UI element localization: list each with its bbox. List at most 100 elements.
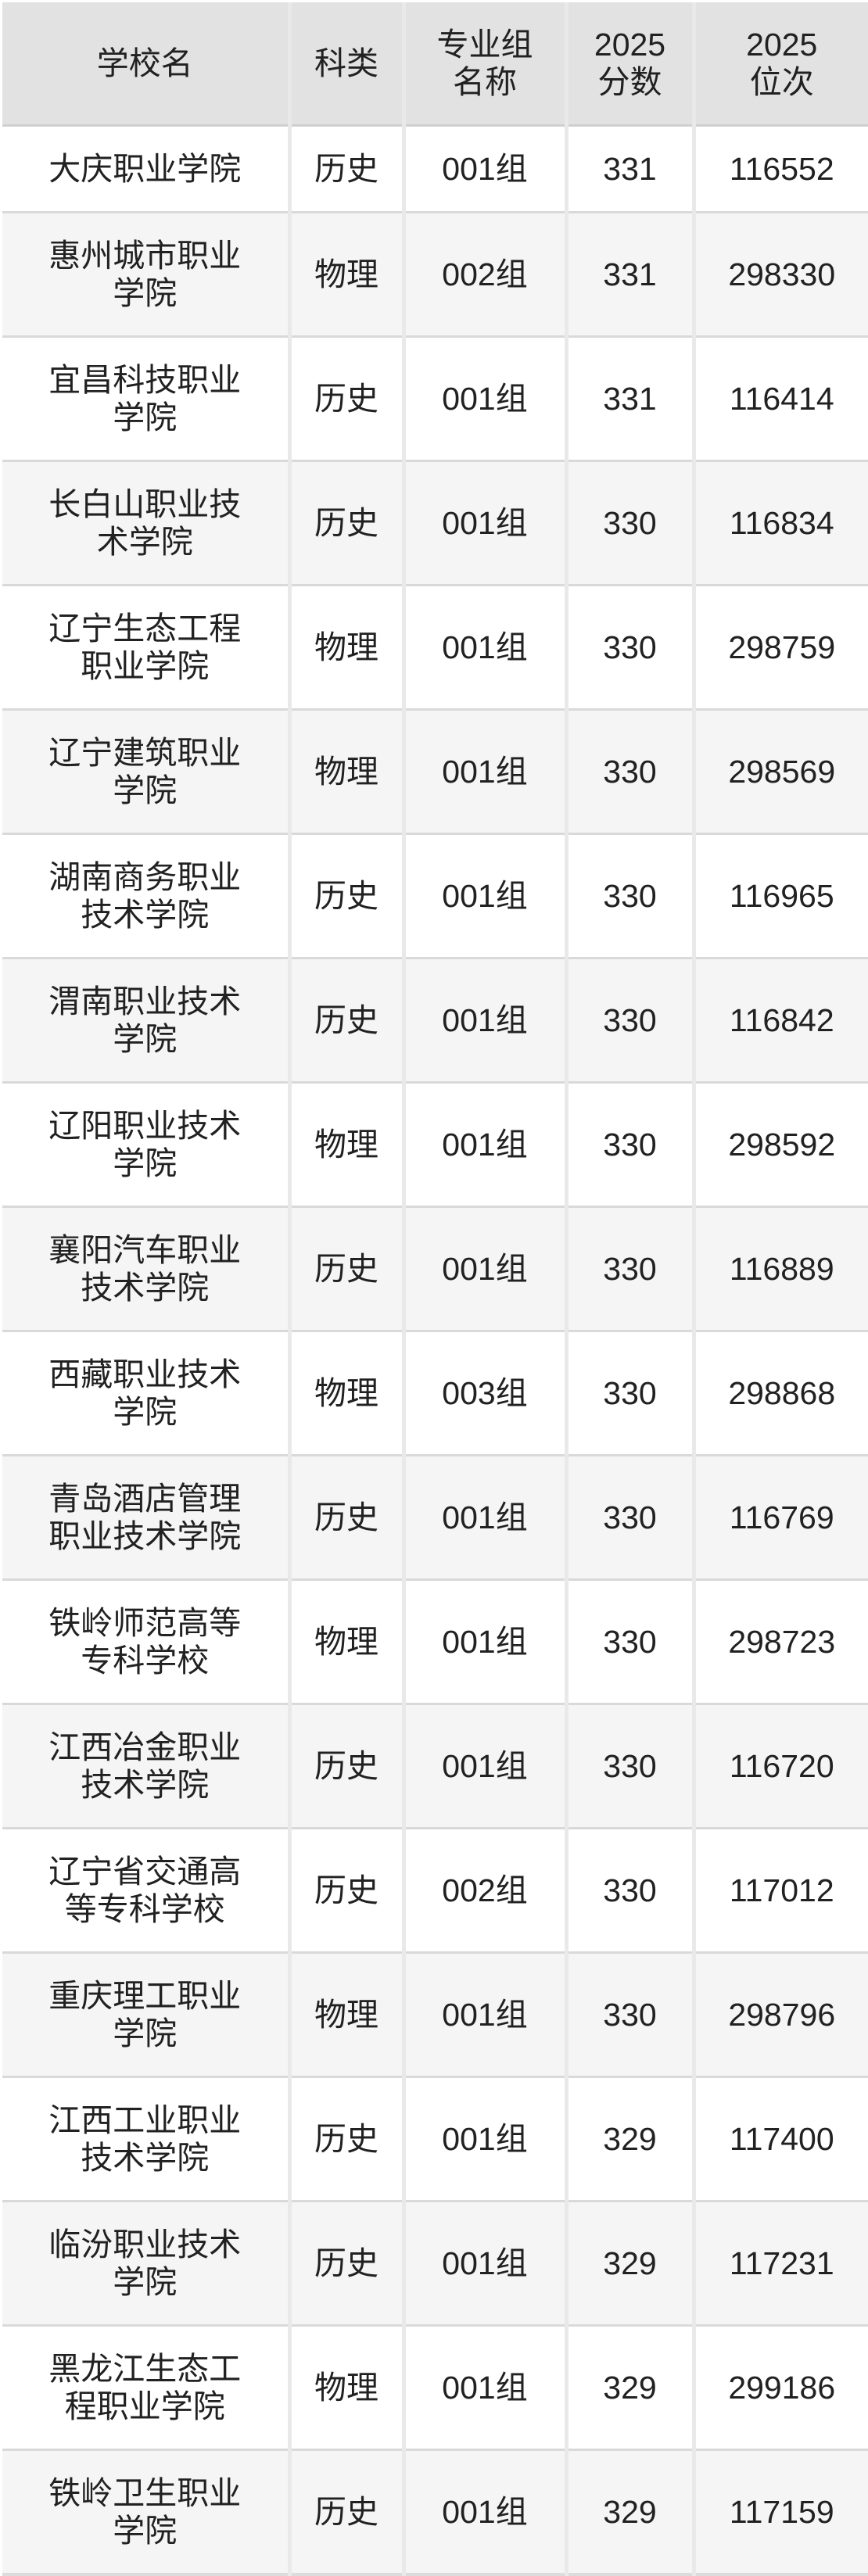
rank-2025-cell: 117012	[694, 1828, 868, 1954]
score-2025-cell: 329	[566, 2076, 696, 2202]
subject-type-cell: 历史	[289, 1206, 406, 1332]
score-2025-cell: 330	[566, 1952, 696, 2078]
school-name-cell: 青岛酒店管理 职业技术学院	[2, 1455, 292, 1581]
score-2025-cell: 330	[566, 460, 696, 586]
column-header-rank: 2025 位次	[694, 2, 868, 127]
score-2025-cell: 331	[566, 212, 696, 338]
table-row: 渭南职业技术 学院 历史 001组 330 116842	[2, 958, 868, 1084]
rank-2025-cell: 116834	[694, 460, 868, 586]
rank-2025-cell: 298868	[694, 1331, 868, 1456]
major-group-cell: 001组	[404, 833, 569, 959]
rank-2025-cell: 116414	[694, 336, 868, 462]
major-group-cell: 001组	[404, 2449, 569, 2576]
school-name-cell: 宜昌科技职业 学院	[2, 336, 292, 462]
rank-2025-cell: 117400	[694, 2076, 868, 2202]
score-2025-cell: 330	[566, 1579, 696, 1705]
school-name-cell: 惠州城市职业 学院	[2, 212, 292, 338]
table-row: 江西工业职业 技术学院 历史 001组 329 117400	[2, 2076, 868, 2202]
column-header-score: 2025 分数	[566, 2, 696, 127]
table-row: 铁岭卫生职业 学院 历史 001组 329 117159	[2, 2449, 868, 2576]
table-row: 长白山职业技 术学院 历史 001组 330 116834	[2, 460, 868, 586]
score-2025-cell: 331	[566, 125, 696, 213]
school-name-cell: 襄阳汽车职业 技术学院	[2, 1206, 292, 1332]
subject-type-cell: 物理	[289, 1952, 406, 2078]
subject-type-cell: 物理	[289, 585, 406, 711]
table-row: 襄阳汽车职业 技术学院 历史 001组 330 116889	[2, 1206, 868, 1332]
score-2025-cell: 330	[566, 1828, 696, 1954]
major-group-cell: 001组	[404, 1952, 569, 2078]
school-name-cell: 黑龙江生态工 程职业学院	[2, 2325, 292, 2451]
major-group-cell: 002组	[404, 212, 569, 338]
major-group-cell: 003组	[404, 1331, 569, 1456]
score-2025-cell: 330	[566, 1331, 696, 1456]
subject-type-cell: 历史	[289, 2449, 406, 2576]
major-group-cell: 001组	[404, 1206, 569, 1332]
school-name-cell: 江西工业职业 技术学院	[2, 2076, 292, 2202]
subject-type-cell: 历史	[289, 958, 406, 1084]
subject-type-cell: 历史	[289, 336, 406, 462]
table-row: 青岛酒店管理 职业技术学院 历史 001组 330 116769	[2, 1455, 868, 1581]
school-name-cell: 辽宁省交通高 等专科学校	[2, 1828, 292, 1954]
table-row: 湖南商务职业 技术学院 历史 001组 330 116965	[2, 833, 868, 959]
score-2025-cell: 330	[566, 1455, 696, 1581]
table-row: 辽阳职业技术 学院 物理 001组 330 298592	[2, 1082, 868, 1208]
subject-type-cell: 历史	[289, 833, 406, 959]
rank-2025-cell: 298723	[694, 1579, 868, 1705]
rank-2025-cell: 298592	[694, 1082, 868, 1208]
major-group-cell: 001组	[404, 2325, 569, 2451]
school-name-cell: 临汾职业技术 学院	[2, 2201, 292, 2327]
school-name-cell: 渭南职业技术 学院	[2, 958, 292, 1084]
school-name-cell: 长白山职业技 术学院	[2, 460, 292, 586]
major-group-cell: 002组	[404, 1828, 569, 1954]
score-2025-cell: 330	[566, 958, 696, 1084]
major-group-cell: 001组	[404, 1082, 569, 1208]
rank-2025-cell: 298759	[694, 585, 868, 711]
major-group-cell: 001组	[404, 460, 569, 586]
rank-2025-cell: 116552	[694, 125, 868, 213]
table-row: 江西冶金职业 技术学院 历史 001组 330 116720	[2, 1704, 868, 1829]
school-name-cell: 辽宁生态工程 职业学院	[2, 585, 292, 711]
score-2025-cell: 329	[566, 2325, 696, 2451]
subject-type-cell: 物理	[289, 212, 406, 338]
major-group-cell: 001组	[404, 585, 569, 711]
rank-2025-cell: 298330	[694, 212, 868, 338]
column-header-school: 学校名	[2, 2, 292, 127]
table-body: 大庆职业学院 历史 001组 331 116552 惠州城市职业 学院 物理 0…	[2, 125, 868, 2576]
table-row: 重庆理工职业 学院 物理 001组 330 298796	[2, 1952, 868, 2078]
rank-2025-cell: 298569	[694, 709, 868, 835]
score-2025-cell: 330	[566, 1704, 696, 1829]
table-row: 惠州城市职业 学院 物理 002组 331 298330	[2, 212, 868, 338]
school-name-cell: 湖南商务职业 技术学院	[2, 833, 292, 959]
rank-2025-cell: 299186	[694, 2325, 868, 2451]
major-group-cell: 001组	[404, 1579, 569, 1705]
subject-type-cell: 历史	[289, 1704, 406, 1829]
rank-2025-cell: 116720	[694, 1704, 868, 1829]
subject-type-cell: 历史	[289, 1828, 406, 1954]
table-row: 西藏职业技术 学院 物理 003组 330 298868	[2, 1331, 868, 1456]
rank-2025-cell: 116842	[694, 958, 868, 1084]
rank-2025-cell: 117231	[694, 2201, 868, 2327]
major-group-cell: 001组	[404, 958, 569, 1084]
major-group-cell: 001组	[404, 125, 569, 213]
subject-type-cell: 物理	[289, 1082, 406, 1208]
subject-type-cell: 物理	[289, 1579, 406, 1705]
table-row: 辽宁生态工程 职业学院 物理 001组 330 298759	[2, 585, 868, 711]
school-name-cell: 重庆理工职业 学院	[2, 1952, 292, 2078]
school-name-cell: 铁岭卫生职业 学院	[2, 2449, 292, 2576]
subject-type-cell: 物理	[289, 2325, 406, 2451]
major-group-cell: 001组	[404, 2076, 569, 2202]
subject-type-cell: 历史	[289, 2076, 406, 2202]
score-2025-cell: 331	[566, 336, 696, 462]
school-name-cell: 辽宁建筑职业 学院	[2, 709, 292, 835]
table-row: 临汾职业技术 学院 历史 001组 329 117231	[2, 2201, 868, 2327]
header-row: 学校名 科类 专业组 名称 2025 分数 2025 位次	[2, 2, 868, 127]
table-row: 大庆职业学院 历史 001组 331 116552	[2, 125, 868, 213]
table-row: 黑龙江生态工 程职业学院 物理 001组 329 299186	[2, 2325, 868, 2451]
school-name-cell: 江西冶金职业 技术学院	[2, 1704, 292, 1829]
rank-2025-cell: 298796	[694, 1952, 868, 2078]
score-2025-cell: 330	[566, 585, 696, 711]
column-header-group: 专业组 名称	[404, 2, 569, 127]
score-2025-cell: 330	[566, 1206, 696, 1332]
subject-type-cell: 历史	[289, 125, 406, 213]
